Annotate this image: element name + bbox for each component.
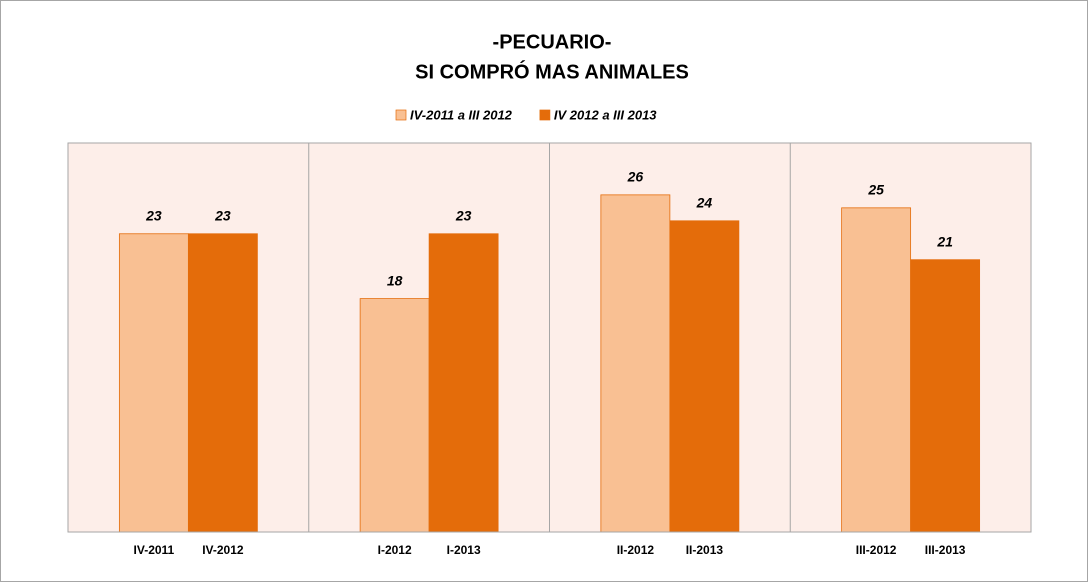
data-label: 25 — [867, 182, 884, 198]
legend-swatch — [395, 109, 407, 121]
data-label: 26 — [627, 169, 644, 185]
data-label: 24 — [696, 195, 713, 211]
bar-label: II-2013 — [686, 543, 724, 557]
bar — [359, 298, 430, 533]
bar — [428, 233, 499, 533]
data-label: 23 — [455, 207, 472, 223]
bar — [910, 259, 981, 533]
bar-label: III-2012 — [856, 543, 897, 557]
bar — [600, 194, 671, 533]
bar-label: IV-2011 — [134, 543, 175, 557]
data-label: 23 — [145, 207, 162, 223]
data-label: 21 — [936, 233, 953, 249]
data-label: 23 — [214, 207, 231, 223]
chart-title: -PECUARIO- — [493, 31, 612, 53]
bar-label: I-2013 — [447, 543, 481, 557]
data-label: 18 — [387, 272, 403, 288]
bar-label: II-2012 — [617, 543, 655, 557]
bar — [187, 233, 258, 533]
legend-swatch — [539, 109, 551, 121]
legend-label: IV 2012 a III 2013 — [554, 107, 657, 122]
legend-label: IV-2011 a III 2012 — [410, 107, 513, 122]
bar — [118, 233, 189, 533]
bar-label: I-2012 — [378, 543, 412, 557]
bar-label: III-2013 — [925, 543, 966, 557]
chart-subtitle: SI COMPRÓ MAS ANIMALES — [415, 59, 689, 83]
bar — [669, 220, 740, 533]
bar-label: IV-2012 — [202, 543, 244, 557]
bar — [841, 207, 912, 533]
